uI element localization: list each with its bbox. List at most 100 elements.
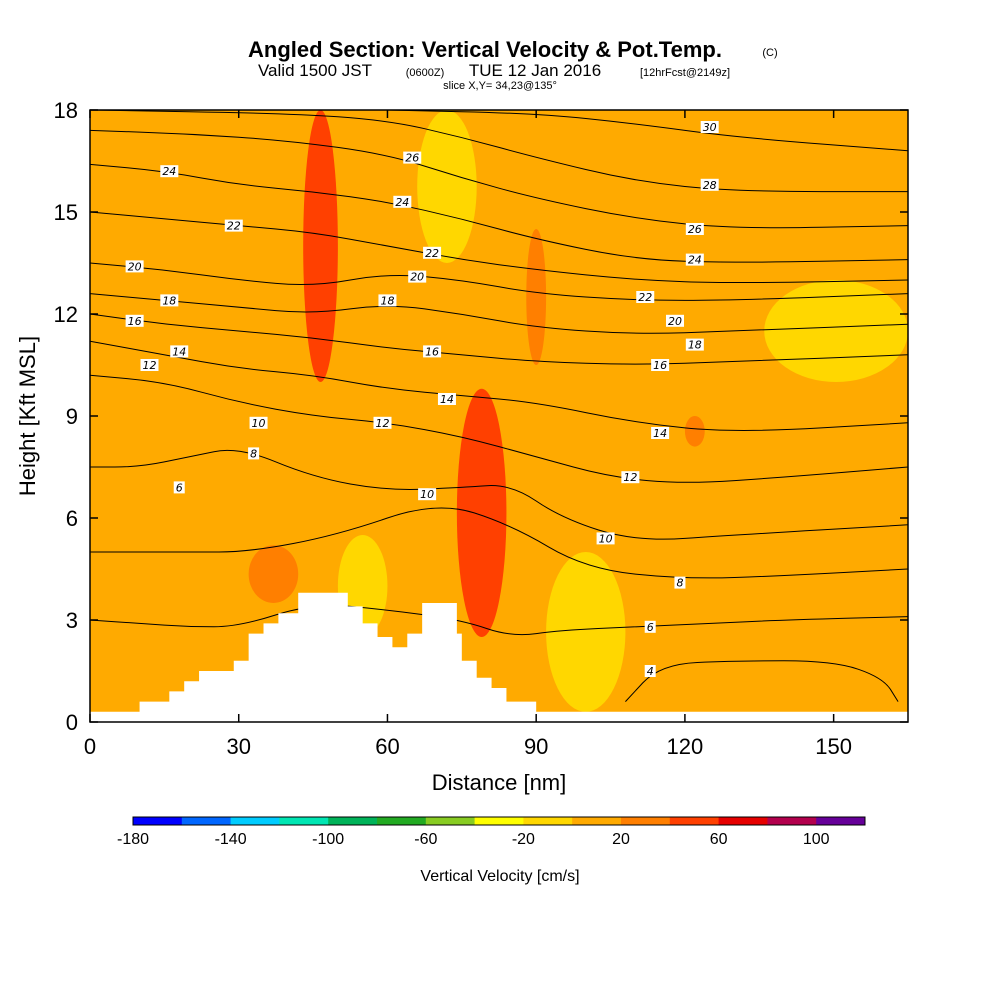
contour-label-bg: [418, 488, 437, 501]
contour-label-bg: [685, 338, 704, 351]
contour-label: 14: [653, 427, 667, 440]
velocity-band-1: [456, 388, 507, 637]
contour-label: 14: [440, 393, 454, 406]
contour-label-bg: [665, 314, 684, 327]
contour-label-bg: [140, 359, 159, 371]
contour-label: 24: [395, 196, 409, 209]
colorbar-swatch: [621, 817, 671, 825]
velocity-band-2: [248, 545, 299, 603]
contour-30: [387, 110, 908, 152]
contour-label: 12: [375, 417, 389, 430]
contour-label: 26: [688, 223, 702, 236]
y-tick-label: 0: [66, 710, 78, 735]
plot-area: 2422201816141210862624222018161412103028…: [90, 110, 908, 722]
contour-label-bg: [170, 345, 189, 358]
contour-label-bg: [373, 416, 392, 429]
contour-label: 18: [380, 294, 394, 307]
contour-label-bg: [378, 294, 397, 307]
y-tick-label: 9: [66, 404, 78, 429]
y-axis-label: Height [Kft MSL]: [15, 336, 40, 496]
contour-label: 6: [647, 621, 654, 634]
chart-title: Angled Section: Vertical Velocity & Pot.…: [248, 37, 722, 62]
colorbar-frame: [132, 816, 866, 826]
title-unit: (C): [762, 47, 777, 59]
contour-label-bg: [408, 270, 427, 283]
valid-utc: (0600Z): [406, 67, 445, 79]
colorbar-swatch: [523, 817, 573, 825]
contour-4: [625, 660, 899, 702]
contour-label: 18: [688, 339, 702, 352]
contour-label: 20: [668, 315, 682, 328]
colorbar-swatch: [328, 817, 378, 825]
contour-label-bg: [125, 260, 144, 273]
contour-8: [90, 507, 908, 579]
contour-label-bg: [125, 314, 144, 327]
y-tick-label: 6: [66, 506, 78, 531]
velocity-band-0: [303, 110, 338, 382]
colorbar-swatch: [767, 817, 817, 825]
x-tick-label: 150: [815, 734, 852, 759]
contour-label-bg: [651, 359, 670, 371]
contour-label: 16: [653, 359, 667, 372]
contour-label: 28: [703, 179, 717, 192]
velocity-band-8: [764, 280, 908, 382]
velocity-band-7: [546, 552, 626, 712]
velocity-band-5: [417, 110, 477, 263]
contour-label: 6: [176, 481, 183, 494]
contour-label-bg: [393, 195, 412, 208]
colorbar-tick-label: -20: [512, 831, 535, 848]
colorbar-swatch: [133, 817, 183, 825]
y-tick-label: 12: [54, 302, 78, 327]
colorbar-swatch: [718, 817, 768, 825]
x-tick-label: 60: [375, 734, 399, 759]
contour-label-bg: [700, 121, 719, 133]
contour-label-bg: [685, 223, 704, 235]
colorbar-label: Vertical Velocity [cm/s]: [420, 868, 579, 885]
colorbar-tick-label: -180: [117, 831, 149, 848]
contour-26: [90, 129, 908, 229]
contour-label-bg: [437, 393, 456, 405]
velocity-band-3: [526, 229, 547, 365]
y-axis: 0 3 6 9 12 15 18: [54, 98, 908, 735]
contour-label-bg: [651, 427, 670, 439]
colorbar-tick-label: -140: [215, 831, 247, 848]
contour-label: 4: [647, 665, 654, 678]
valid-date: TUE 12 Jan 2016: [469, 61, 601, 80]
x-tick-label: 120: [667, 734, 704, 759]
contour-label-bg: [224, 219, 243, 232]
contour-22: [90, 211, 908, 284]
contour-18: [90, 293, 908, 334]
colorbar-tick-label: 20: [612, 831, 630, 848]
colorbar-swatch: [669, 817, 720, 825]
contour-label-bg: [249, 416, 268, 429]
colorbar-tick-label: 60: [710, 831, 728, 848]
contour-label: 20: [410, 271, 424, 284]
contour-label: 12: [623, 471, 637, 484]
contour-label: 10: [599, 532, 613, 545]
contour-label-bg: [636, 291, 655, 303]
terrain: [90, 592, 908, 722]
contour-label: 8: [250, 447, 257, 460]
contour-10: [90, 449, 908, 540]
contour-label: 12: [142, 359, 156, 372]
contour-label-bg: [685, 253, 704, 266]
contour-label-bg: [160, 294, 179, 307]
contour-label-bg: [248, 447, 260, 460]
y-tick-label: 15: [54, 200, 78, 225]
contour-12: [90, 374, 908, 483]
colorbar-swatch: [572, 817, 622, 825]
contour-14: [90, 340, 908, 431]
contour-label: 10: [420, 488, 434, 501]
contour-label: 16: [425, 345, 439, 358]
colorbar-swatch: [181, 817, 232, 825]
x-axis: 0 30 60 90 120 150: [84, 110, 852, 759]
contour-label-bg: [160, 165, 179, 178]
contour-16: [90, 313, 908, 365]
velocity-band-4: [684, 416, 705, 447]
contour-label: 22: [425, 247, 439, 260]
y-tick-label: 18: [54, 98, 78, 123]
x-tick-label: 0: [84, 734, 96, 759]
contour-label-bg: [700, 178, 719, 191]
slice-info: slice X,Y= 34,23@135°: [443, 80, 557, 92]
x-tick-label: 30: [226, 734, 250, 759]
